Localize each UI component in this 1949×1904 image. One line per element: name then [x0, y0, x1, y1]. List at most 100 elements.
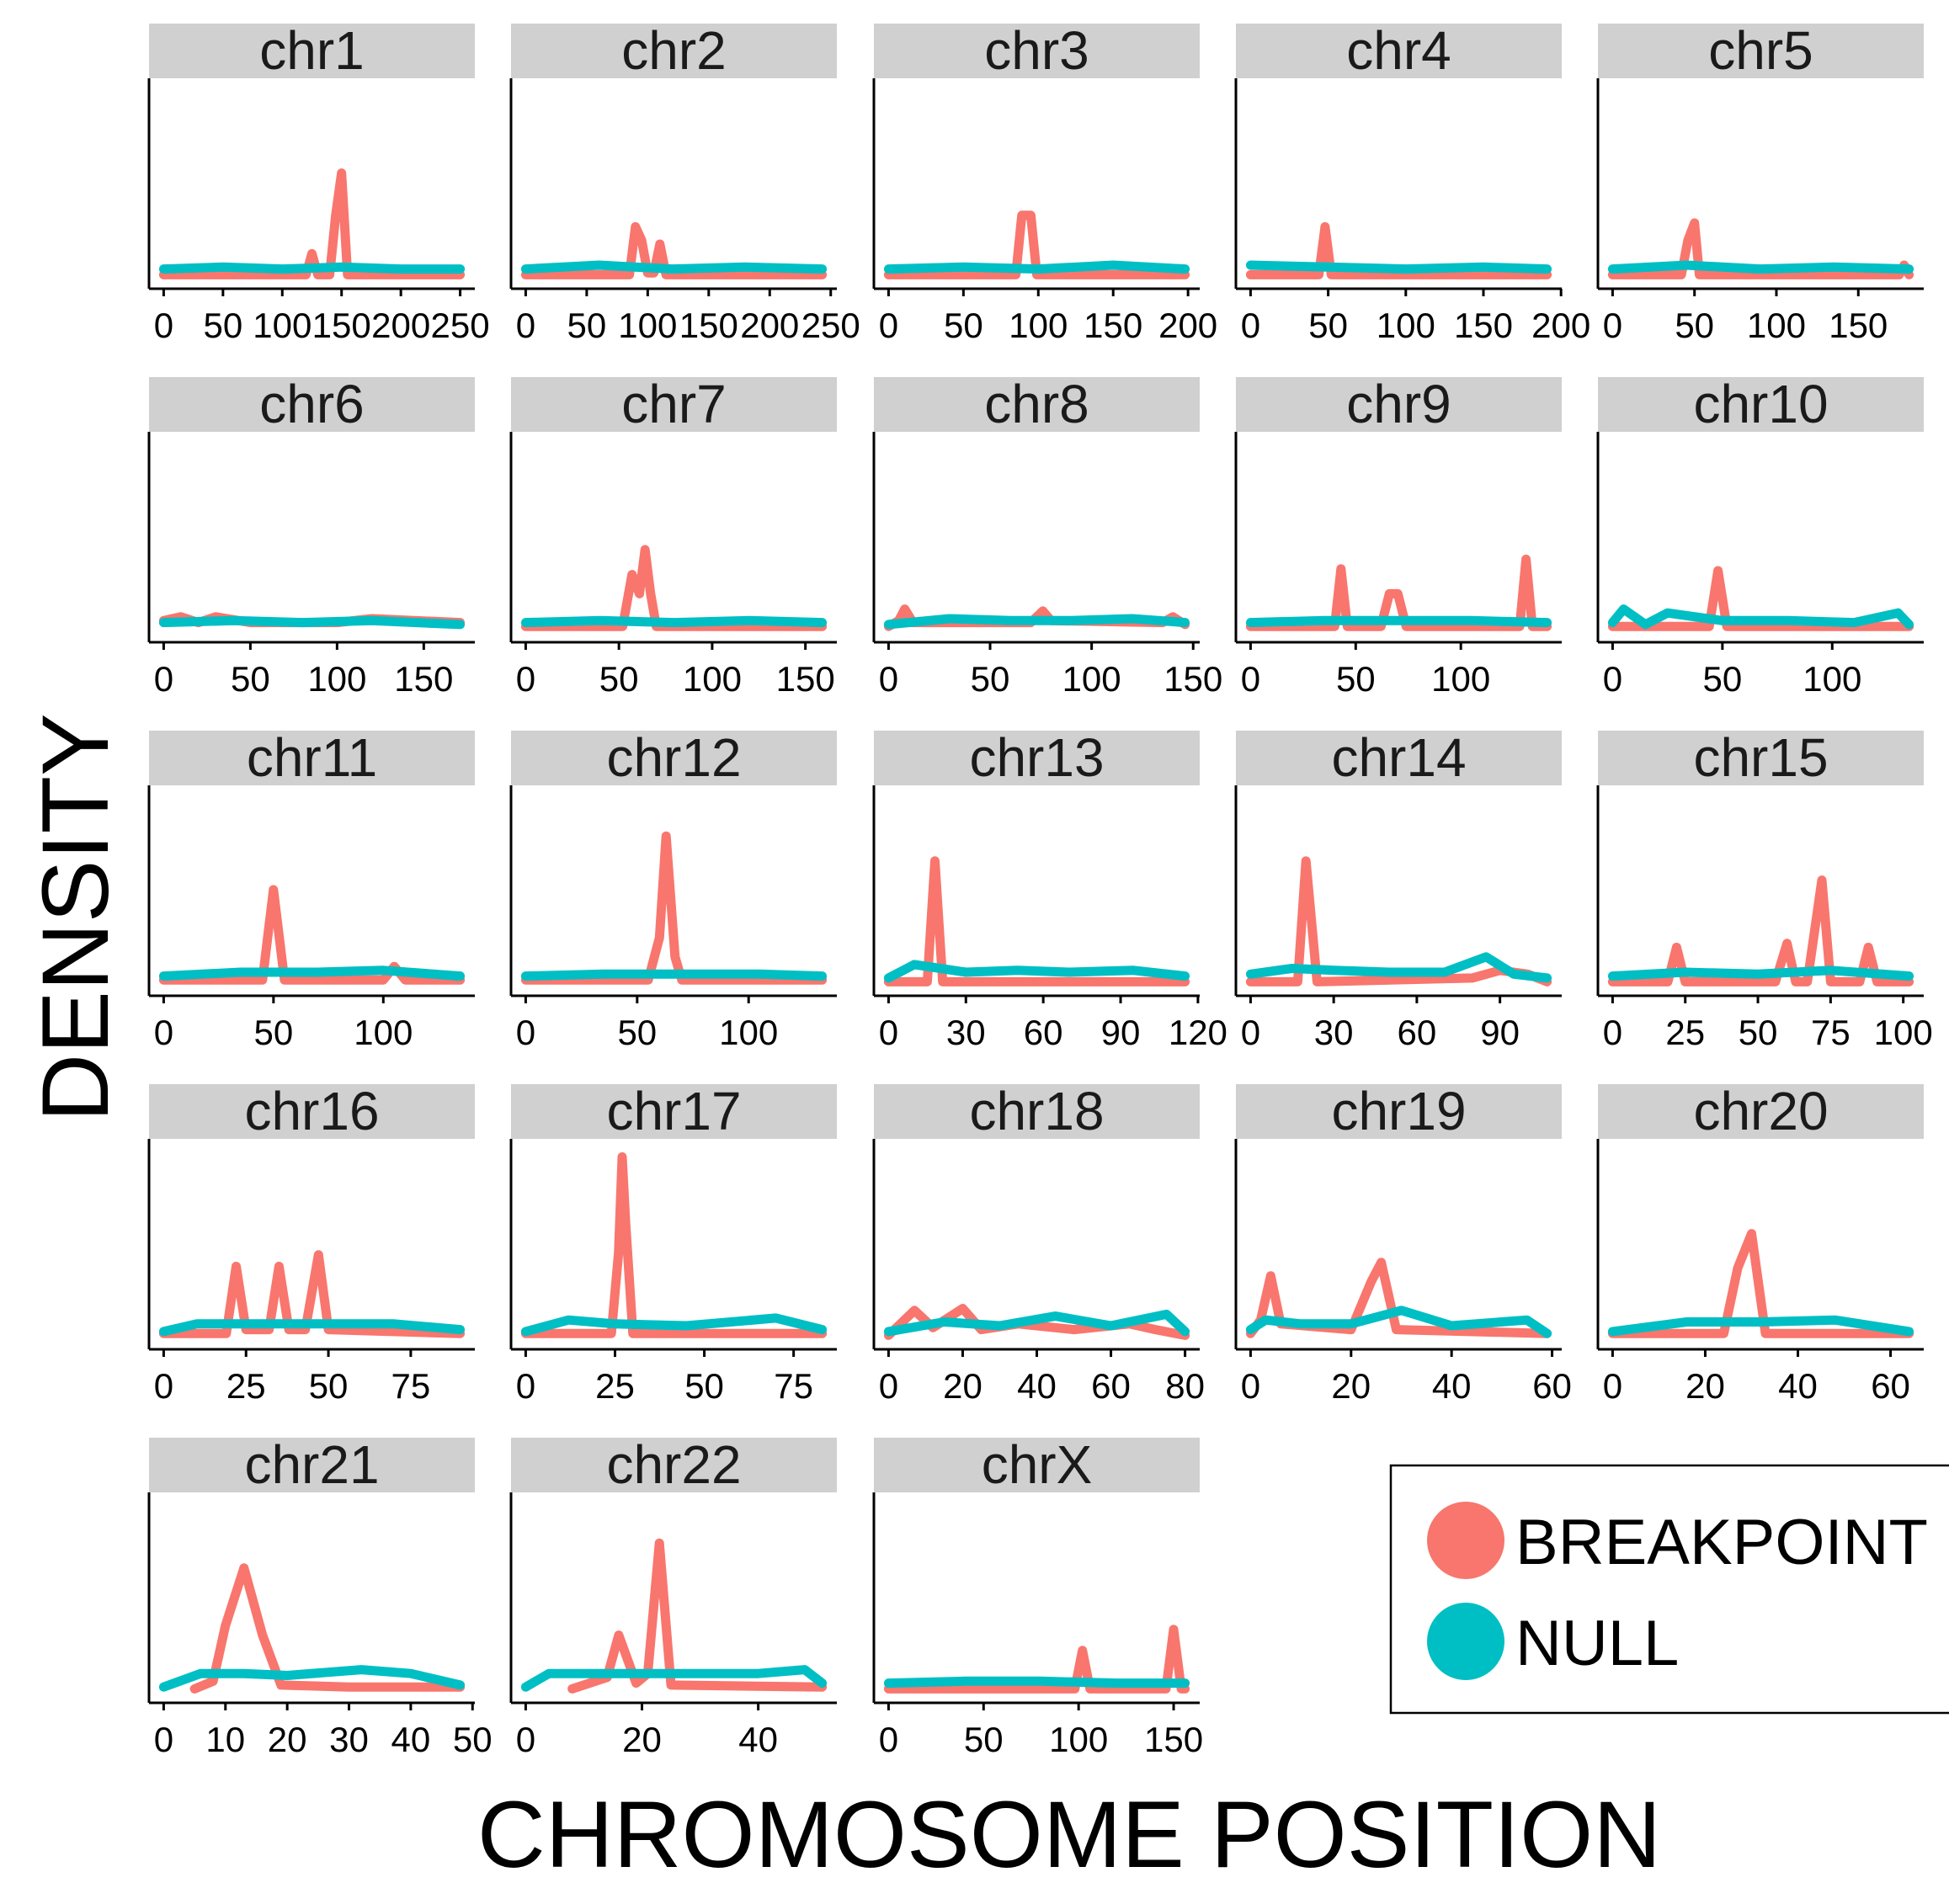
x-tick-label: 50 — [1739, 1013, 1778, 1052]
series-null-line — [1607, 965, 1914, 981]
strip-label: chr7 — [621, 374, 727, 434]
strip-background — [149, 1438, 475, 1492]
x-tick-label: 100 — [253, 306, 312, 345]
x-tick-label: 25 — [1665, 1013, 1705, 1052]
legend-label-null: NULL — [1515, 1608, 1679, 1679]
x-tick-label: 50 — [617, 1013, 657, 1052]
x-tick-label: 0 — [879, 1366, 898, 1406]
strip-label: chr19 — [1331, 1081, 1466, 1141]
panel-chr16: chr16 0 25 50 75 — [147, 1081, 475, 1406]
x-tick-label: 100 — [1747, 306, 1806, 345]
series-null-line — [1245, 1306, 1552, 1338]
x-tick-label: 200 — [740, 306, 799, 345]
x-tick-label: 150 — [312, 306, 371, 345]
x-tick-label: 40 — [1778, 1366, 1818, 1406]
x-tick-label: 150 — [1084, 306, 1142, 345]
x-tick-label: 0 — [1241, 306, 1260, 345]
x-tick-label: 100 — [1049, 1720, 1108, 1759]
x-tick-label: 50 — [203, 306, 242, 345]
series-null-line — [883, 1309, 1190, 1337]
strip-label: chr12 — [606, 727, 741, 788]
x-tick-label: 20 — [1685, 1366, 1725, 1406]
strip-background — [511, 1084, 837, 1139]
panel-chr15: chr15 0 25 50 75 100 — [1596, 727, 1933, 1052]
panel-chr22: chr22 0 20 40 — [509, 1434, 837, 1759]
x-tick-label: 30 — [1314, 1013, 1354, 1052]
x-tick-label: 50 — [964, 1720, 1004, 1759]
x-tick-label: 50 — [231, 659, 270, 699]
panel-chr8: chr8 0 50 100 150 — [872, 374, 1222, 699]
x-tick-label: 250 — [801, 306, 860, 345]
x-tick-label: 0 — [1241, 659, 1260, 699]
series-null-line — [1607, 1315, 1914, 1337]
x-tick-label: 50 — [453, 1720, 493, 1759]
x-tick-label: 250 — [431, 306, 490, 345]
strip-background — [874, 24, 1200, 78]
strip-background — [1598, 1084, 1924, 1139]
x-tick-label: 0 — [516, 1013, 535, 1052]
x-tick-label: 0 — [1603, 1366, 1622, 1406]
strip-label: chrX — [982, 1434, 1093, 1495]
x-tick-label: 50 — [684, 1366, 724, 1406]
x-tick-label: 40 — [1017, 1366, 1057, 1406]
strip-label: chr10 — [1693, 374, 1828, 434]
x-tick-label: 120 — [1169, 1013, 1227, 1052]
series-breakpoint-line — [520, 545, 828, 631]
strip-label: chr17 — [606, 1081, 741, 1141]
x-tick-label: 50 — [971, 659, 1010, 699]
panel-chr20: chr20 0 20 40 60 — [1596, 1081, 1924, 1406]
x-tick-label: 40 — [738, 1720, 778, 1759]
strip-background — [1236, 731, 1562, 785]
strip-background — [511, 1438, 837, 1492]
series-null-line — [158, 262, 466, 274]
y-axis-title: DENSITY — [23, 713, 128, 1121]
x-tick-label: 20 — [622, 1720, 662, 1759]
x-tick-label: 150 — [679, 306, 738, 345]
strip-background — [511, 731, 837, 785]
x-tick-label: 100 — [1431, 659, 1490, 699]
x-tick-label: 100 — [719, 1013, 778, 1052]
series-null-line — [1245, 260, 1552, 274]
series-null-line — [883, 614, 1190, 630]
x-tick-label: 0 — [879, 306, 898, 345]
strip-background — [149, 24, 475, 78]
x-tick-label: 60 — [1091, 1366, 1131, 1406]
x-tick-label: 50 — [1675, 306, 1714, 345]
x-tick-label: 75 — [774, 1366, 813, 1406]
x-tick-label: 0 — [1603, 659, 1622, 699]
x-tick-label: 40 — [1432, 1366, 1472, 1406]
strip-background — [1236, 377, 1562, 432]
x-tick-label: 50 — [309, 1366, 349, 1406]
series-breakpoint-line — [1245, 221, 1552, 279]
legend-key-null — [1427, 1603, 1504, 1680]
x-tick-label: 0 — [1603, 1013, 1622, 1052]
strip-background — [1598, 24, 1924, 78]
strip-background — [1236, 1084, 1562, 1139]
panel-chr1: chr1 0 50 100 150 200 250 — [147, 20, 490, 345]
x-tick-label: 0 — [154, 1720, 173, 1759]
series-null-line — [520, 260, 828, 274]
legend: BREAKPOINT NULL — [1389, 1464, 1949, 1715]
series-null-line — [158, 965, 466, 981]
x-tick-label: 100 — [1803, 659, 1861, 699]
x-tick-label: 50 — [599, 659, 639, 699]
x-axis-title: CHROMOSOME POSITION — [477, 1782, 1661, 1887]
series-null-line — [158, 615, 466, 630]
series-null-line — [520, 969, 828, 981]
x-tick-label: 150 — [776, 659, 835, 699]
panel-chr21: chr21 0 10 20 30 40 50 — [147, 1434, 493, 1759]
strip-label: chr21 — [244, 1434, 379, 1495]
strip-label: chr6 — [259, 374, 365, 434]
x-tick-label: 50 — [567, 306, 607, 345]
strip-label: chr3 — [984, 20, 1089, 81]
strip-background — [874, 731, 1200, 785]
strip-background — [874, 377, 1200, 432]
x-tick-label: 80 — [1165, 1366, 1205, 1406]
x-tick-label: 150 — [394, 659, 453, 699]
x-tick-label: 25 — [226, 1366, 266, 1406]
x-tick-label: 40 — [391, 1720, 431, 1759]
strip-background — [1598, 377, 1924, 432]
x-tick-label: 50 — [944, 306, 983, 345]
series-breakpoint-line — [1607, 875, 1914, 987]
